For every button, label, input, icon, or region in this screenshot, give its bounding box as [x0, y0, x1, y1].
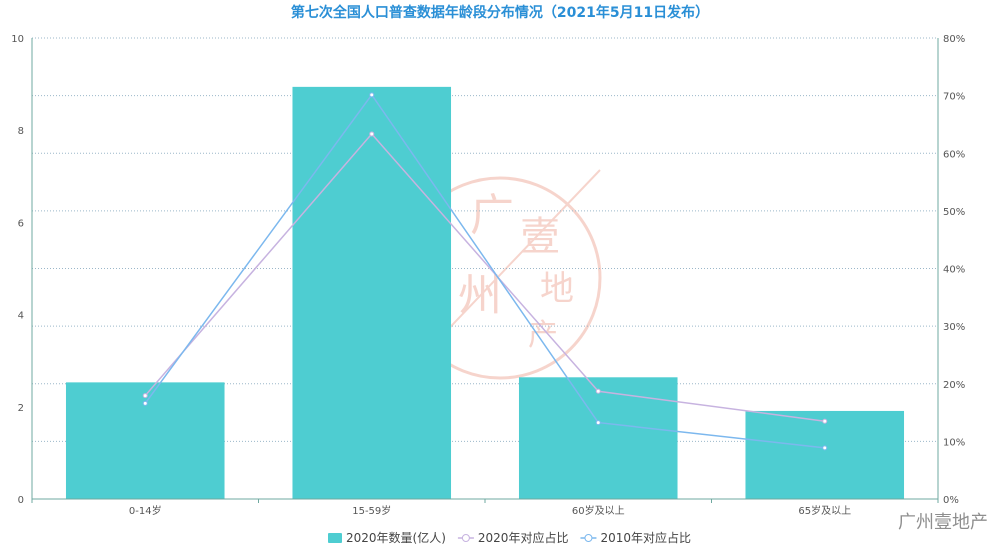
line-point-1-2 [595, 420, 601, 426]
line-series-0 [144, 132, 825, 422]
svg-text:地: 地 [540, 269, 574, 309]
bar-1 [292, 86, 452, 499]
category-labels: 0-14岁 15-59岁 60岁及以上 65岁及以上 [129, 504, 851, 517]
line-point-0-0 [142, 393, 148, 399]
left-tick-label: 0 [18, 495, 24, 506]
axes [31, 38, 939, 503]
bar-0 [65, 382, 225, 499]
line-point-0-1 [369, 131, 375, 137]
right-tick-label: 60% [943, 149, 965, 160]
watermark-text: 广州壹地产 [898, 512, 988, 533]
right-tick-label: 0% [943, 495, 959, 506]
right-tick-label: 30% [943, 322, 965, 333]
bar-series [65, 86, 905, 499]
category-label: 65岁及以上 [798, 504, 851, 517]
legend-swatch-bar [328, 533, 342, 543]
legend-swatch-dot [584, 534, 593, 542]
left-tick-label: 6 [18, 218, 24, 229]
right-tick-label: 40% [943, 265, 965, 276]
line-point-0-2 [595, 388, 601, 394]
svg-text:产: 产 [528, 318, 558, 353]
right-tick-label: 50% [943, 207, 965, 218]
svg-text:广: 广 [470, 190, 514, 241]
category-label: 60岁及以上 [572, 504, 625, 517]
left-axis-ticks: 0 2 4 6 8 10 [11, 34, 24, 506]
svg-text:壹: 壹 [520, 214, 560, 260]
right-tick-label: 70% [943, 92, 965, 103]
bar-3 [745, 410, 905, 499]
legend: 2020年数量(亿人) 2020年对应占比 2010年对应占比 [328, 530, 691, 545]
category-label: 0-14岁 [129, 504, 162, 517]
legend-label: 2020年数量(亿人) [346, 530, 446, 545]
line-series [142, 92, 828, 451]
right-tick-label: 10% [943, 437, 965, 448]
line-series-1 [144, 93, 825, 449]
bar-2 [518, 377, 678, 499]
left-tick-label: 2 [18, 403, 24, 414]
left-tick-label: 10 [11, 34, 24, 45]
right-tick-label: 20% [943, 380, 965, 391]
legend-label: 2010年对应占比 [600, 530, 691, 545]
stamp-watermark: 广 州 壹 地 产 [394, 169, 602, 386]
left-tick-label: 4 [18, 311, 24, 322]
line-point-1-3 [822, 445, 828, 451]
svg-text:州: 州 [458, 270, 502, 321]
legend-swatch-dot [461, 534, 470, 542]
line-point-1-0 [142, 400, 148, 406]
chart-title: 第七次全国人口普查数据年龄段分布情况（2021年5月11日发布） [290, 5, 710, 21]
legend-label: 2020年对应占比 [478, 530, 569, 545]
line-point-1-1 [369, 92, 375, 98]
left-tick-label: 8 [18, 126, 24, 137]
category-label: 15-59岁 [352, 504, 391, 517]
line-point-0-3 [822, 418, 828, 424]
right-axis-ticks: 0% 10% 20% 30% 40% 50% 60% 70% 80% [943, 34, 965, 506]
gridlines [32, 37, 938, 442]
right-tick-label: 80% [943, 34, 965, 45]
